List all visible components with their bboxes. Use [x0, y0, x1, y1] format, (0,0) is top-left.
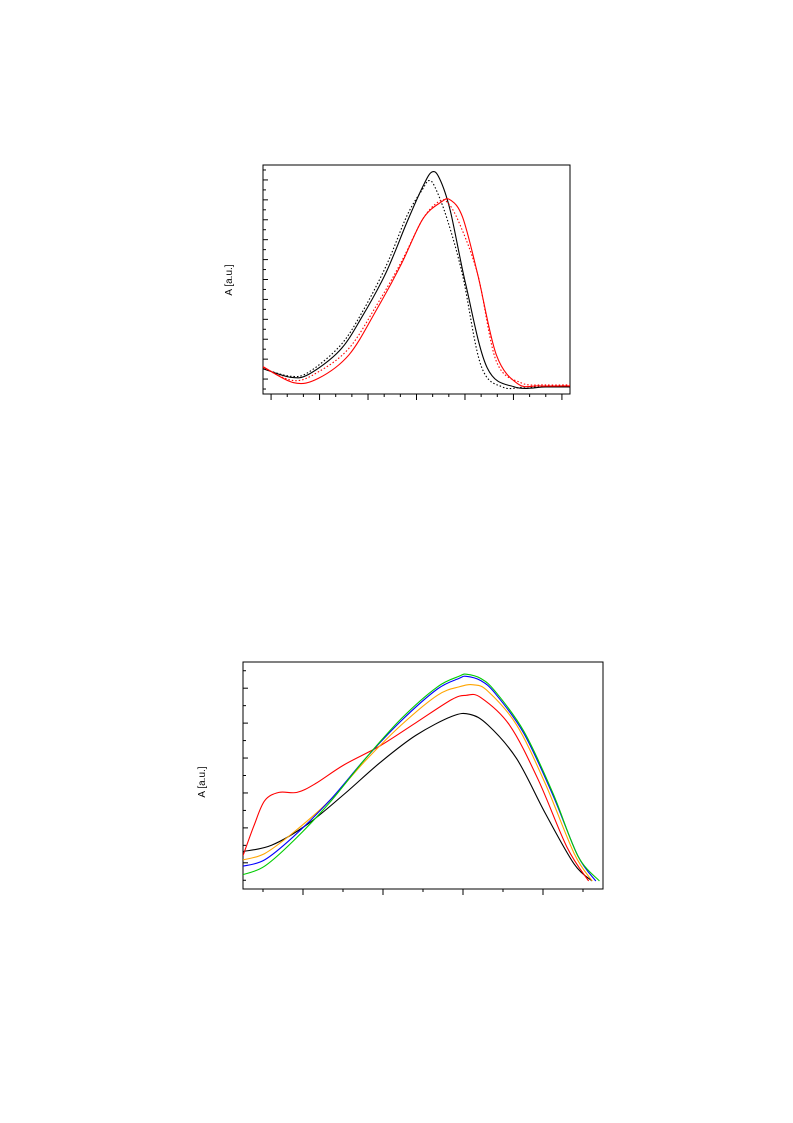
y-axis-label: A [a.u.]	[224, 264, 235, 295]
series-line-0	[243, 712, 593, 882]
plot-frame	[242, 661, 604, 890]
axis-ticks	[263, 169, 563, 400]
series-line-0	[263, 170, 570, 389]
series-line-3	[243, 675, 597, 882]
series-lines	[263, 170, 570, 390]
series-line-3	[263, 199, 570, 386]
axis-ticks	[243, 670, 584, 895]
series-line-2	[243, 684, 593, 882]
series-line-1	[243, 693, 590, 882]
series-lines	[243, 673, 600, 882]
absorbance-chart-bottom: A [a.u.]	[197, 661, 604, 895]
absorbance-chart-top: A [a.u.]	[224, 164, 571, 400]
series-line-1	[263, 179, 570, 390]
series-line-4	[243, 673, 600, 882]
series-line-2	[263, 198, 570, 388]
y-axis-label: A [a.u.]	[197, 766, 208, 797]
